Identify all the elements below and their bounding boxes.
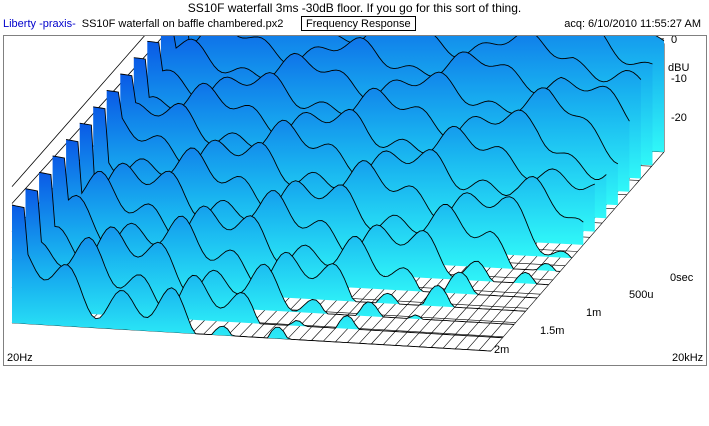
x-axis-max-label: 20kHz [672, 352, 703, 364]
z-tick-label: 2m [494, 344, 509, 356]
y-tick-label: -10 [671, 73, 687, 85]
waterfall-slice-outline [147, 40, 607, 180]
y-tick-label: -20 [671, 112, 687, 124]
waterfall-slice-outline [174, 8, 630, 122]
waterfall-slice-outline [39, 171, 515, 325]
waterfall-slice-outline [133, 57, 595, 191]
brand-label: Liberty -praxis- [3, 18, 76, 30]
waterfall-slice-outline [25, 188, 503, 339]
waterfall-slice-outline [66, 139, 538, 299]
waterfall-slice [39, 172, 515, 325]
acquisition-timestamp: acq: 6/10/2010 11:55:27 AM [564, 18, 701, 30]
z-tick-label: 500u [629, 289, 653, 301]
x-axis-min-label: 20Hz [7, 352, 33, 364]
z-tick-label: 1.5m [540, 325, 564, 337]
waterfall-slice [12, 205, 491, 351]
z-tick-label: 1m [586, 307, 601, 319]
waterfall-slice-outline [52, 155, 526, 312]
waterfall-slice [25, 188, 503, 338]
y-tick-label: 0 [671, 36, 677, 46]
waterfall-slices [11, 0, 665, 352]
y-axis-unit: dBU [668, 62, 689, 74]
chart-title: SS10F waterfall 3ms -30dB floor. If you … [187, 1, 522, 15]
waterfall-slice-outline [79, 122, 549, 286]
waterfall-slice-outline [11, 204, 492, 352]
z-tick-label: 0sec [670, 272, 694, 284]
side-grid-line [11, 0, 177, 187]
file-name: SS10F waterfall on baffle chambered.px2 [81, 18, 284, 30]
waterfall-slice-outline [160, 24, 619, 165]
header-left: Liberty -praxis- SS10F waterfall on baffl… [3, 18, 283, 30]
tab-frequency-response[interactable]: Frequency Response [301, 16, 416, 31]
